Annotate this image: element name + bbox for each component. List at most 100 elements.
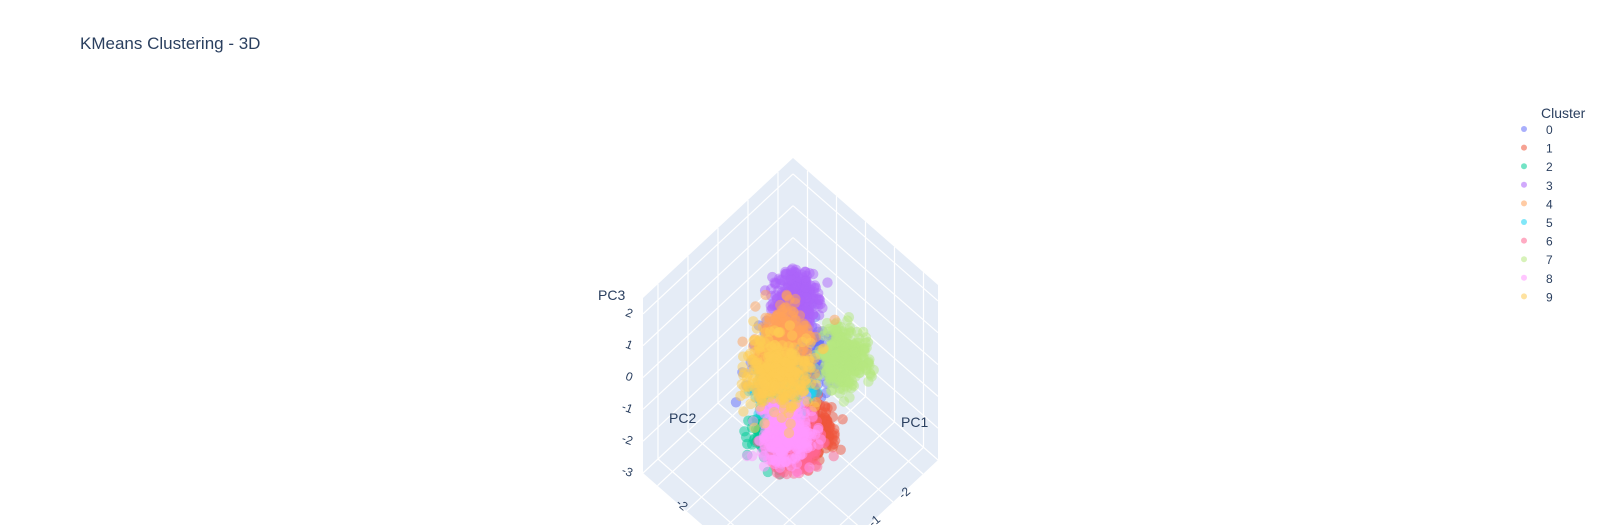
point-cluster-9 xyxy=(786,349,797,360)
legend-label: 9 xyxy=(1546,290,1553,304)
legend-marker xyxy=(1521,144,1527,151)
point-cluster-9 xyxy=(760,327,771,338)
point-cluster-4 xyxy=(777,307,788,318)
point-cluster-9 xyxy=(748,316,759,327)
point-cluster-9 xyxy=(741,371,753,383)
point-cluster-7 xyxy=(830,348,842,359)
legend-item-4[interactable]: 4 xyxy=(1521,197,1553,211)
legend-item-8[interactable]: 8 xyxy=(1521,272,1553,286)
point-cluster-9 xyxy=(801,333,812,344)
point-cluster-9 xyxy=(785,418,796,429)
point-cluster-4 xyxy=(737,336,748,347)
legend-item-7[interactable]: 7 xyxy=(1521,253,1553,267)
axis-title-pc2: PC2 xyxy=(669,410,696,426)
point-cluster-9 xyxy=(743,350,754,362)
point-cluster-9 xyxy=(738,406,749,417)
legend-label: 1 xyxy=(1546,142,1553,156)
point-cluster-7 xyxy=(844,392,855,403)
point-cluster-8 xyxy=(795,449,806,460)
point-cluster-9 xyxy=(805,378,817,389)
point-cluster-8 xyxy=(810,429,821,440)
point-cluster-8 xyxy=(741,450,753,462)
point-cluster-4 xyxy=(760,312,771,323)
point-cluster-7 xyxy=(852,326,863,338)
point-cluster-1 xyxy=(825,421,836,432)
point-cluster-8 xyxy=(772,437,783,448)
point-cluster-1 xyxy=(837,414,848,425)
point-cluster-9 xyxy=(784,320,795,331)
legend-label: 8 xyxy=(1546,272,1553,286)
point-cluster-9 xyxy=(769,380,781,392)
point-cluster-7 xyxy=(858,345,870,356)
grid-line-pc2-floor xyxy=(687,430,802,530)
legend-item-6[interactable]: 6 xyxy=(1521,235,1553,249)
legend-marker xyxy=(1521,181,1527,188)
legend-item-1[interactable]: 1 xyxy=(1521,142,1553,156)
point-cluster-8 xyxy=(780,456,791,468)
point-cluster-3 xyxy=(786,265,797,276)
point-cluster-9 xyxy=(810,397,822,408)
legend-label: 5 xyxy=(1546,216,1553,230)
grid-line-pc3-right xyxy=(792,237,939,365)
legend-item-5[interactable]: 5 xyxy=(1521,216,1553,230)
legend-item-3[interactable]: 3 xyxy=(1521,179,1553,193)
point-cluster-9 xyxy=(797,364,809,375)
point-cluster-9 xyxy=(784,362,795,373)
point-cluster-3 xyxy=(810,323,822,334)
point-cluster-9 xyxy=(749,391,760,403)
point-cluster-3 xyxy=(790,281,801,292)
scene-points xyxy=(730,263,879,480)
legend-marker xyxy=(1521,200,1527,207)
point-cluster-9 xyxy=(773,327,784,338)
legend-item-9[interactable]: 9 xyxy=(1521,290,1553,304)
legend-marker xyxy=(1521,256,1527,263)
point-cluster-6 xyxy=(828,451,839,462)
point-cluster-7 xyxy=(827,370,838,381)
point-cluster-4 xyxy=(760,289,771,301)
legend-item-0[interactable]: 0 xyxy=(1521,123,1553,137)
grid-line-pc2-floor xyxy=(657,458,740,530)
legend: Cluster 0 1 2 3 4 5 6 7 8 9 xyxy=(1521,105,1586,304)
point-cluster-9 xyxy=(783,427,795,439)
tick-label-pc3: 0 xyxy=(624,369,635,385)
point-cluster-9 xyxy=(793,354,804,366)
point-cluster-3 xyxy=(792,271,803,283)
legend-label: 3 xyxy=(1546,179,1553,193)
point-cluster-9 xyxy=(780,392,791,403)
point-cluster-4 xyxy=(750,301,761,312)
legend-item-2[interactable]: 2 xyxy=(1521,160,1553,174)
point-cluster-3 xyxy=(800,266,811,277)
point-cluster-9 xyxy=(749,422,760,433)
tick-label-pc3: -1 xyxy=(620,399,635,416)
point-cluster-7 xyxy=(849,347,860,358)
point-cluster-3 xyxy=(800,282,811,293)
legend-marker xyxy=(1521,274,1527,281)
point-cluster-9 xyxy=(796,379,807,390)
point-cluster-7 xyxy=(830,323,841,335)
legend-label: 6 xyxy=(1546,235,1553,249)
point-cluster-8 xyxy=(799,437,810,448)
axis-title-pc3: PC3 xyxy=(598,287,625,303)
legend-marker xyxy=(1521,126,1527,132)
point-cluster-9 xyxy=(737,361,748,373)
point-cluster-9 xyxy=(786,401,797,412)
point-cluster-3 xyxy=(822,277,833,288)
point-cluster-4 xyxy=(829,314,840,325)
point-cluster-9 xyxy=(755,336,766,348)
series-9 xyxy=(735,316,829,439)
tick-label-pc3: 1 xyxy=(624,337,635,353)
tick-label-pc3: 2 xyxy=(624,305,635,321)
legend-label: 7 xyxy=(1546,253,1553,267)
point-cluster-3 xyxy=(765,300,776,311)
point-cluster-8 xyxy=(756,447,767,458)
legend-label: 4 xyxy=(1546,197,1553,211)
legend-marker xyxy=(1521,163,1527,170)
legend-title: Cluster xyxy=(1541,105,1586,121)
point-cluster-8 xyxy=(771,425,782,436)
grid-line-pc3-left xyxy=(642,173,794,315)
tick-label-pc3: -2 xyxy=(620,431,635,448)
legend-marker xyxy=(1521,219,1527,225)
point-cluster-7 xyxy=(839,341,850,352)
